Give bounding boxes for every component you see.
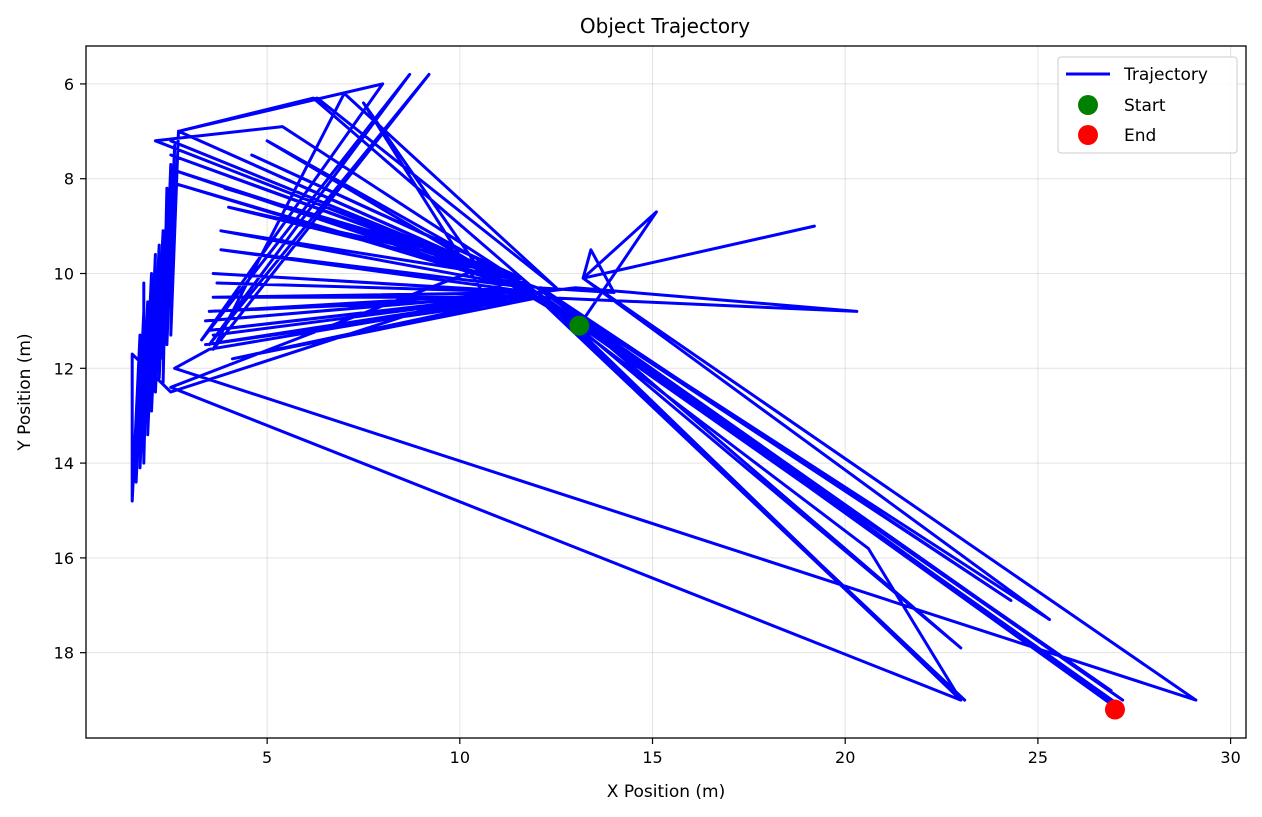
x-axis: 5 10 15 20 25 30: [262, 738, 1241, 767]
y-tick-label: 14: [54, 454, 74, 473]
grid: [86, 46, 1246, 738]
x-axis-label: X Position (m): [607, 782, 725, 802]
y-tick-label: 18: [54, 644, 74, 663]
y-tick-label: 10: [54, 265, 74, 284]
x-tick-label: 15: [642, 748, 662, 767]
y-tick-label: 6: [64, 75, 74, 94]
y-axis-label: Y Position (m): [15, 333, 35, 451]
x-tick-label: 25: [1028, 748, 1048, 767]
legend-label-start: Start: [1124, 96, 1166, 116]
y-tick-label: 8: [64, 170, 74, 189]
legend-label-end: End: [1124, 126, 1156, 146]
x-tick-label: 20: [835, 748, 855, 767]
x-tick-label: 10: [450, 748, 470, 767]
trajectory-line: [130, 72, 1198, 712]
legend: Trajectory Start End: [1057, 56, 1238, 154]
x-tick-label: 30: [1220, 748, 1240, 767]
legend-marker-start: [1078, 95, 1098, 115]
y-axis: 6 8 10 12 14 16 18: [54, 75, 86, 663]
y-tick-label: 16: [54, 549, 74, 568]
chart-title: Object Trajectory: [580, 14, 750, 38]
end-marker: [1104, 699, 1125, 720]
legend-box: [1057, 56, 1238, 154]
plot-area: [130, 72, 1198, 720]
x-tick-label: 5: [262, 748, 272, 767]
y-tick-label: 12: [54, 359, 74, 378]
legend-marker-end: [1078, 125, 1098, 145]
start-marker: [569, 315, 590, 336]
axes-frame: [85, 45, 1247, 739]
legend-label-trajectory: Trajectory: [1123, 65, 1208, 85]
